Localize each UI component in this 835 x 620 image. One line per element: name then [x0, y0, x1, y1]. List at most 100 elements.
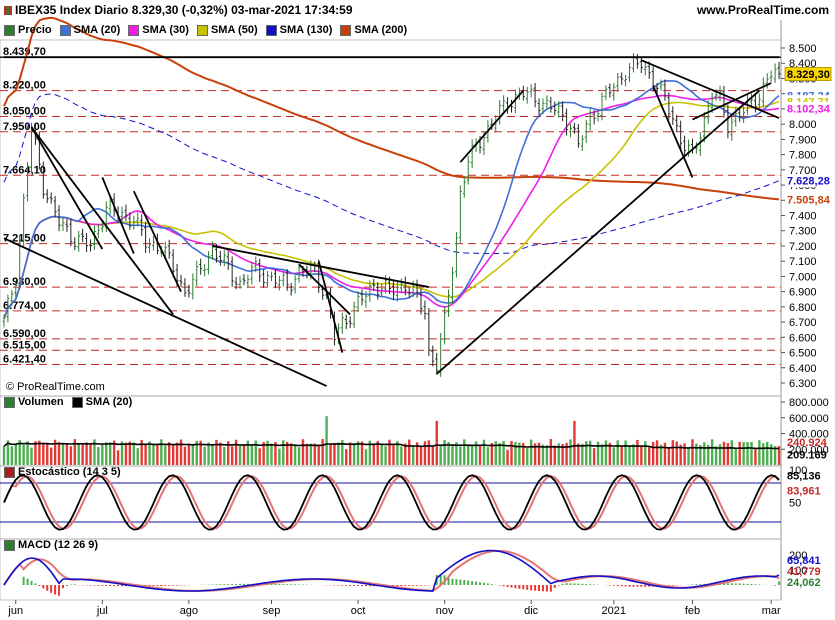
volume-bar	[612, 447, 615, 465]
macd-histogram-bar	[61, 585, 64, 589]
macd-histogram-bar	[298, 584, 301, 585]
macd-histogram-bar	[219, 584, 222, 585]
price-legend-item[interactable]: Precio	[4, 24, 52, 36]
volume-bar	[57, 442, 61, 465]
trendline	[30, 126, 104, 250]
macd-histogram-bar	[156, 585, 159, 586]
volume-bar	[431, 445, 435, 465]
volume-bar	[726, 443, 730, 465]
macd-histogram-bar	[223, 584, 226, 585]
volume-bar	[734, 449, 737, 465]
price-tick-label: 7.200	[789, 241, 817, 253]
volume-bar	[345, 449, 348, 465]
macd-histogram-bar	[541, 585, 544, 592]
volume-bar	[769, 444, 773, 465]
volume-legend-item[interactable]: SMA (20)	[71, 396, 133, 408]
chart-title-text: IBEX35 Index Diario 8.329,30 (-0,32%) 03…	[15, 3, 353, 17]
price-legend-item[interactable]: SMA (200)	[340, 24, 407, 36]
volume-bar	[101, 443, 104, 465]
x-tick-label: sep	[263, 605, 281, 617]
volume-bar	[663, 442, 667, 465]
volume-bar	[714, 446, 718, 465]
macd-histogram-bar	[754, 584, 757, 585]
price-tick-label: 6.300	[789, 378, 817, 390]
price-legend-item[interactable]: SMA (30)	[128, 24, 189, 36]
price-legend-item[interactable]: SMA (20)	[59, 24, 120, 36]
volume-bar	[278, 448, 281, 465]
macd-histogram-bar	[774, 585, 777, 586]
volume-bar	[341, 439, 344, 465]
legend-label: SMA (20)	[85, 396, 133, 408]
macd-histogram-bar	[93, 585, 96, 586]
volume-bar	[364, 449, 368, 465]
site-label[interactable]: www.ProRealTime.com	[696, 3, 829, 17]
price-legend-item[interactable]: SMA (50)	[196, 24, 258, 36]
volume-bar	[333, 442, 336, 465]
macd-histogram-bar	[726, 583, 729, 585]
macd-histogram-bar	[282, 584, 285, 585]
volume-bar	[160, 439, 163, 465]
volume-bar	[171, 445, 175, 465]
macd-histogram-bar	[105, 585, 108, 586]
volume-bar	[746, 442, 749, 465]
volume-bar	[758, 440, 761, 465]
macd-histogram-bar	[412, 585, 415, 586]
volume-bar	[42, 444, 45, 465]
macd-histogram-bar	[738, 583, 741, 585]
volume-tick-label: 200.000	[789, 444, 829, 456]
last-value-label: 8.102,34	[787, 104, 831, 116]
macd-histogram-bar	[475, 581, 478, 585]
macd-histogram-bar	[278, 583, 281, 585]
volume-bar	[227, 441, 230, 465]
legend-label: Volumen	[18, 396, 64, 408]
volume-bar	[545, 445, 549, 465]
trendline	[3, 237, 327, 387]
macd-histogram-bar	[589, 584, 592, 585]
price-tick-label: 6.400	[789, 363, 817, 375]
volume-bar	[219, 442, 222, 465]
volume-bar	[34, 441, 37, 465]
macd-histogram-bar	[691, 584, 694, 585]
macd-histogram-bar	[577, 583, 580, 585]
volume-bar	[537, 442, 541, 465]
macd-histogram-bar	[26, 578, 29, 585]
stochastic-legend-item[interactable]: Estocástico (14 3 5)	[4, 466, 121, 478]
sma200-line	[3, 16, 780, 201]
macd-histogram-bar	[573, 583, 576, 585]
last-value-box	[785, 102, 831, 116]
macd-histogram-bar	[502, 585, 505, 587]
volume-bar	[762, 443, 765, 465]
volume-bar	[439, 446, 442, 465]
macd-histogram-bar	[357, 585, 360, 587]
macd-tick-label: 100	[789, 565, 807, 577]
price-legend-item[interactable]: SMA (130)	[265, 24, 332, 36]
macd-legend-item[interactable]: MACD (12 26 9)	[4, 539, 98, 551]
volume-bar	[455, 442, 458, 465]
volume-bar	[191, 445, 195, 465]
volume-bar	[26, 441, 29, 465]
volume-bar	[116, 450, 120, 465]
x-tick-label: feb	[685, 605, 700, 617]
macd-histogram-bar	[581, 583, 584, 585]
volume-bar	[168, 442, 171, 465]
macd-histogram-bar	[695, 584, 698, 585]
volume-bar	[69, 446, 73, 465]
volume-bar	[164, 445, 167, 465]
volume-bar	[274, 442, 277, 465]
macd-histogram-bar	[368, 585, 371, 587]
volume-bar	[581, 443, 584, 465]
price-tick-label: 8.000	[789, 119, 817, 131]
trendline	[317, 260, 344, 353]
x-tick-label: jul	[96, 605, 108, 617]
volume-legend-item[interactable]: Volumen	[4, 396, 64, 408]
volume-bar	[148, 441, 151, 465]
macd-histogram-bar	[608, 585, 611, 586]
volume-bar	[750, 441, 753, 465]
volume-bar	[348, 442, 352, 465]
macd-histogram-bar	[89, 585, 92, 586]
sma50-line	[3, 100, 780, 319]
level-label: 8.050,00	[3, 106, 46, 118]
macd-histogram-bar	[518, 585, 521, 589]
macd-histogram-bar	[471, 581, 474, 585]
